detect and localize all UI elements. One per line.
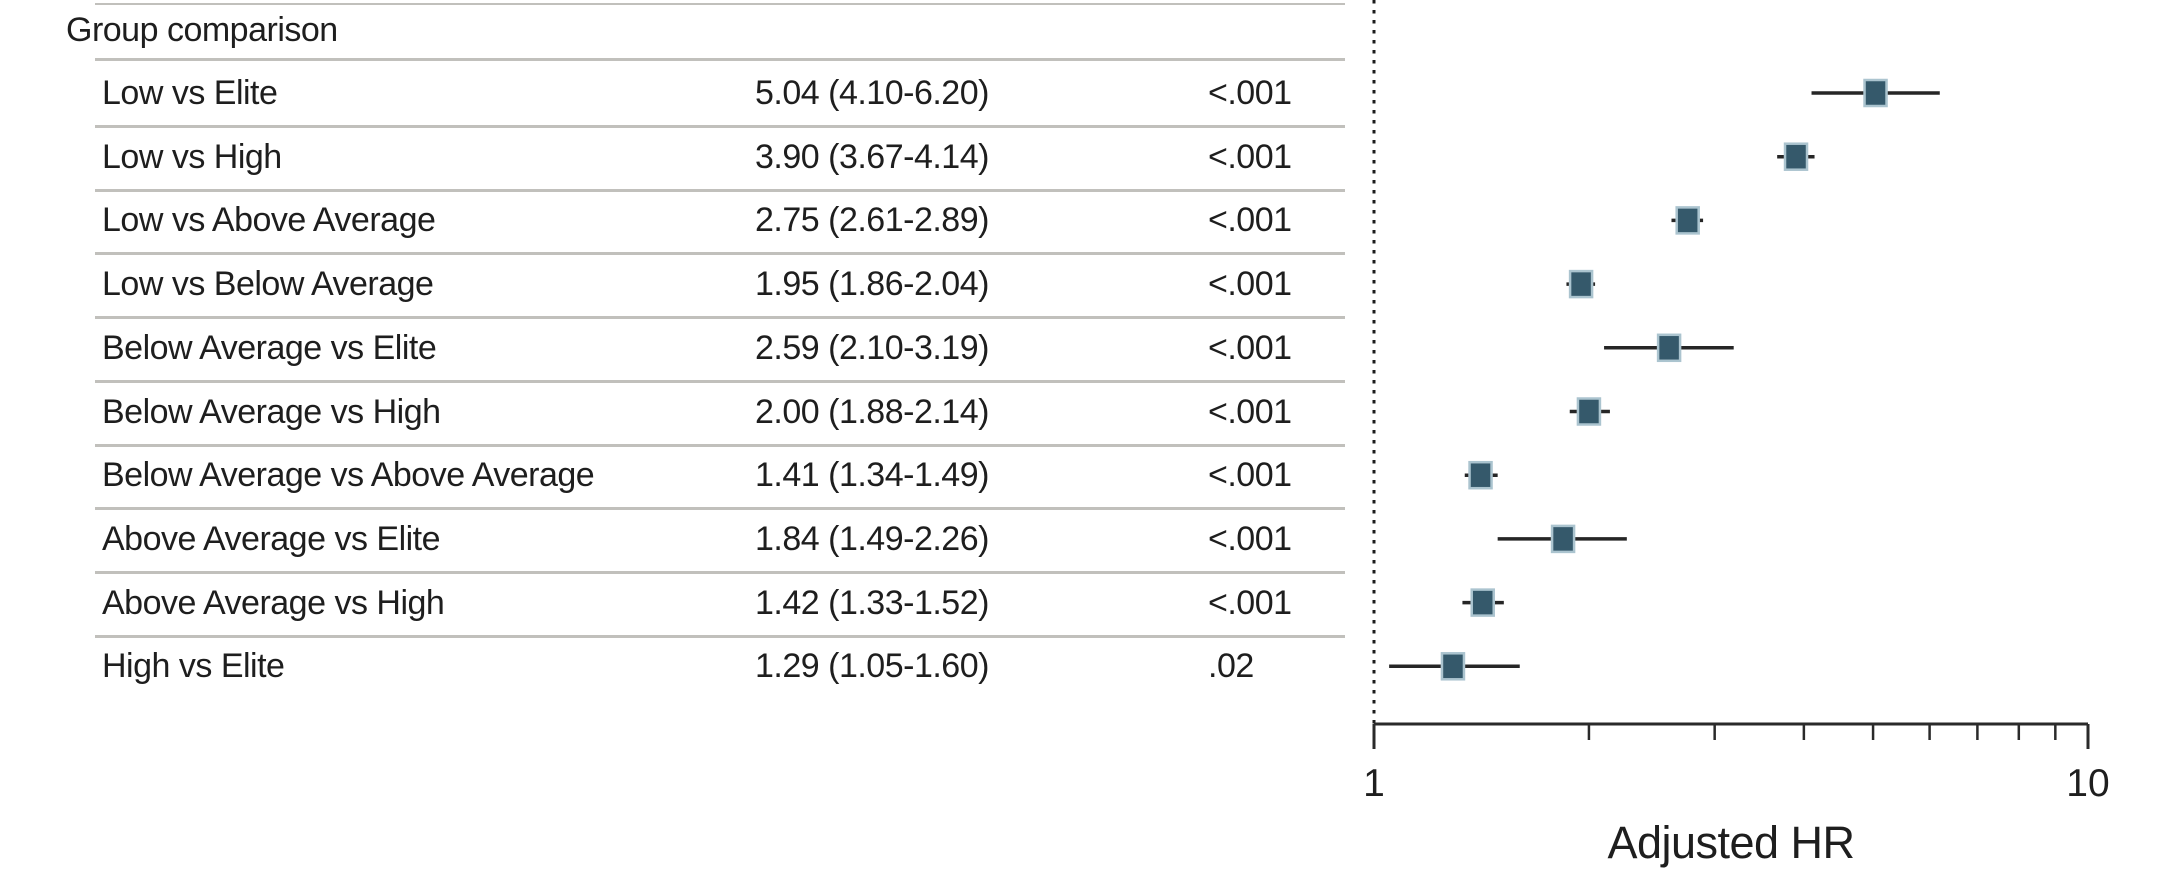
comparison-label: High vs Elite xyxy=(102,647,285,686)
p-value: <.001 xyxy=(1208,201,1292,240)
table-row: Low vs Above Average 2.75 (2.61-2.89) <.00… xyxy=(95,188,1345,256)
hazard-ratio-ci-value: 1.41 (1.34-1.49) xyxy=(755,456,989,495)
comparison-label: Low vs Above Average xyxy=(102,201,436,240)
p-value: <.001 xyxy=(1208,265,1292,304)
hazard-ratio-ci-value: 2.00 (1.88-2.14) xyxy=(755,392,989,431)
table-top-rule xyxy=(95,3,1345,5)
hazard-ratio-ci-value: 3.90 (3.67-4.14) xyxy=(755,137,989,176)
p-value: <.001 xyxy=(1208,456,1292,495)
table-header: Group comparison xyxy=(66,11,338,49)
hr-marker xyxy=(1440,652,1466,681)
x-axis-title: Adjusted HR xyxy=(1607,817,1854,868)
table-row: Below Average vs High 2.00 (1.88-2.14) <.0… xyxy=(95,380,1345,447)
hazard-ratio-ci-value: 2.59 (2.10-3.19) xyxy=(755,328,989,367)
p-value: .02 xyxy=(1208,647,1254,686)
table-row: Low vs High 3.90 (3.67-4.14) <.001 xyxy=(95,125,1345,192)
comparison-label: Low vs Elite xyxy=(102,74,278,112)
comparison-label: Low vs High xyxy=(102,137,282,176)
hr-marker xyxy=(1675,206,1700,235)
comparison-label: Low vs Below Average xyxy=(102,265,434,304)
table-header-rule xyxy=(95,58,1345,61)
p-value: <.001 xyxy=(1208,137,1292,176)
hr-marker xyxy=(1568,269,1594,299)
hr-marker xyxy=(1576,397,1602,426)
table-row: High vs Elite 1.29 (1.05-1.60) .02 xyxy=(95,634,1345,698)
p-value: <.001 xyxy=(1208,583,1292,622)
hazard-ratio-ci-value: 1.95 (1.86-2.04) xyxy=(755,265,989,304)
hazard-ratio-ci-value: 1.42 (1.33-1.52) xyxy=(755,583,989,622)
comparison-label: Above Average vs High xyxy=(102,583,445,622)
x-tick-label-10: 10 xyxy=(2066,762,2109,805)
comparison-label: Below Average vs Above Average xyxy=(102,456,595,495)
table-row: Low vs Elite 5.04 (4.10-6.20) <.001 xyxy=(95,61,1345,128)
x-tick-label-1: 1 xyxy=(1363,762,1385,805)
hr-marker xyxy=(1863,78,1888,108)
hazard-ratio-ci-value: 1.29 (1.05-1.60) xyxy=(755,647,989,686)
hr-marker xyxy=(1783,142,1809,171)
table-row: Below Average vs Elite 2.59 (2.10-3.19) <.… xyxy=(95,316,1345,383)
p-value: <.001 xyxy=(1208,74,1292,112)
table-row: Above Average vs Elite 1.84 (1.49-2.26) <.… xyxy=(95,507,1345,574)
p-value: <.001 xyxy=(1208,519,1292,558)
hr-marker xyxy=(1468,460,1493,490)
hr-marker xyxy=(1550,524,1576,554)
comparison-label: Below Average vs Elite xyxy=(102,328,437,367)
p-value: <.001 xyxy=(1208,392,1292,431)
hazard-ratio-ci-value: 1.84 (1.49-2.26) xyxy=(755,519,989,558)
hazard-ratio-ci-value: 2.75 (2.61-2.89) xyxy=(755,201,989,240)
hr-marker xyxy=(1470,588,1495,617)
hr-marker xyxy=(1656,333,1682,363)
table-row: Above Average vs High 1.42 (1.33-1.52) <.0… xyxy=(95,571,1345,638)
p-value: <.001 xyxy=(1208,328,1292,367)
comparison-label: Above Average vs Elite xyxy=(102,519,441,558)
comparison-label: Below Average vs High xyxy=(102,392,441,431)
table-row: Below Average vs Above Average 1.41 (1.34… xyxy=(95,443,1345,511)
hazard-ratio-ci-value: 5.04 (4.10-6.20) xyxy=(755,74,989,112)
table-row: Low vs Below Average 1.95 (1.86-2.04) <.00… xyxy=(95,252,1345,320)
